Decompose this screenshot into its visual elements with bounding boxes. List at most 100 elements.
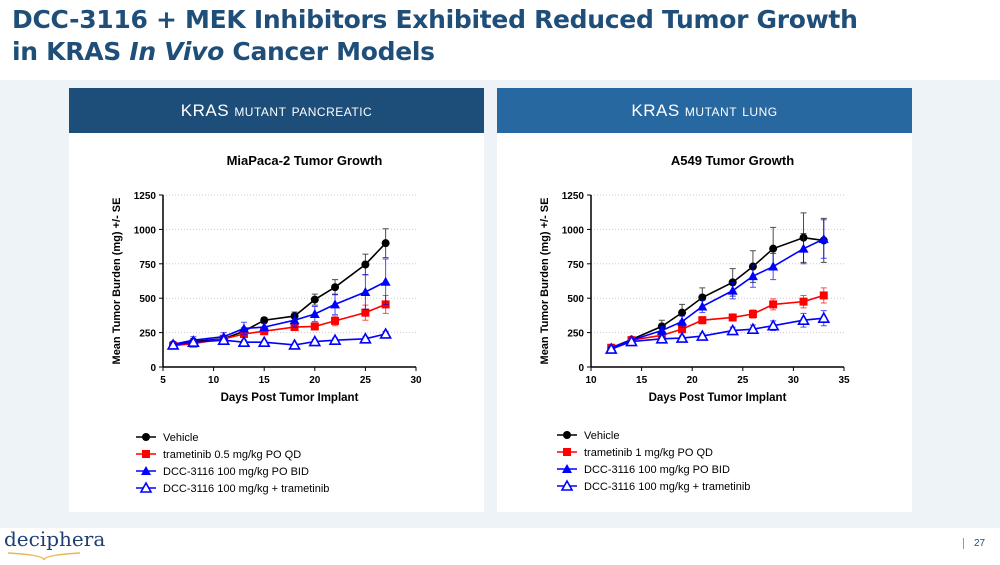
data-point (359, 332, 372, 344)
y-tick-label: 1000 (562, 225, 585, 236)
data-point (698, 293, 707, 302)
x-tick-label: 10 (208, 375, 220, 386)
data-point (819, 291, 828, 300)
title-italic: In Vivo (129, 37, 225, 66)
data-point (361, 308, 370, 317)
data-point (257, 335, 271, 348)
data-point (166, 338, 180, 350)
data-point (625, 334, 638, 347)
data-point (747, 271, 758, 281)
x-tick-label: 30 (788, 375, 800, 386)
data-point (360, 287, 371, 297)
legend-label: trametinib 0.5 mg/kg PO QD (163, 449, 301, 461)
x-tick-label: 25 (737, 375, 749, 386)
data-point (381, 239, 390, 248)
legend-label: DCC-3116 100 mg/kg + trametinib (163, 483, 329, 495)
legend-marker (562, 464, 572, 473)
x-tick-label: 25 (360, 375, 372, 386)
x-tick-label: 20 (309, 375, 321, 386)
data-point (380, 276, 391, 286)
y-tick-label: 1250 (562, 191, 585, 202)
slide-title: DCC-3116 + MEK Inhibitors Exhibited Redu… (12, 4, 858, 68)
legend-label: DCC-3116 100 mg/kg PO BID (163, 466, 309, 478)
data-point (309, 309, 320, 319)
data-point (331, 316, 340, 325)
title-text: Cancer Models (224, 37, 435, 66)
series-line (172, 280, 387, 346)
series-line (173, 242, 387, 346)
data-point (655, 332, 669, 344)
deciphera-logo: deciphera (4, 527, 105, 561)
x-tick-label: 20 (687, 375, 699, 386)
data-point (331, 283, 340, 292)
data-point (817, 311, 831, 323)
data-point (259, 322, 270, 332)
y-axis-label: Mean Tumor Burden (mg) +/- SE (539, 198, 551, 365)
x-axis-label: Days Post Tumor Implant (649, 392, 787, 404)
legend-label: Vehicle (163, 432, 198, 444)
y-tick-label: 0 (578, 363, 584, 374)
x-tick-label: 10 (585, 375, 597, 386)
x-tick-label: 5 (160, 375, 166, 386)
data-point (678, 308, 687, 317)
data-point (768, 261, 779, 271)
data-point (697, 301, 708, 311)
series-line (173, 333, 386, 346)
data-point (310, 322, 319, 331)
data-point (727, 285, 738, 295)
chart-title: MiaPaca-2 Tumor Growth (227, 153, 383, 168)
legend-label: Vehicle (584, 430, 619, 442)
data-point (330, 299, 341, 309)
data-point (766, 319, 780, 331)
legend-label: DCC-3116 100 mg/kg PO BID (584, 464, 730, 476)
x-tick-label: 35 (838, 375, 850, 386)
y-tick-label: 500 (567, 294, 584, 305)
x-axis-label: Days Post Tumor Implant (221, 392, 359, 404)
y-tick-label: 250 (567, 329, 584, 340)
legend-marker (141, 466, 151, 475)
data-point (260, 327, 269, 336)
data-point (217, 333, 231, 345)
panel-lung: KRAS mutant lung A549 Tumor Growth 0 250 50… (497, 88, 912, 512)
data-point (797, 313, 810, 326)
data-point (746, 322, 760, 334)
chart-miapaca: MiaPaca-2 Tumor Growth 0 250 500 750 1000 1250… (111, 153, 422, 495)
data-point (798, 243, 809, 253)
y-tick-label: 1250 (134, 191, 157, 202)
data-point (748, 310, 757, 319)
data-point (310, 295, 319, 304)
data-point (799, 297, 808, 306)
legend-marker (563, 448, 571, 456)
legend-label: DCC-3116 100 mg/kg + trametinib (584, 481, 750, 493)
y-tick-label: 750 (567, 260, 584, 271)
data-point (818, 234, 829, 244)
y-tick-label: 0 (150, 363, 156, 374)
data-point (698, 316, 707, 325)
series-line (610, 317, 824, 350)
chart-title: A549 Tumor Growth (671, 153, 794, 168)
data-point (604, 342, 618, 354)
y-tick-label: 250 (139, 329, 156, 340)
legend-marker (142, 450, 150, 458)
data-point (675, 331, 689, 343)
legend-marker (560, 479, 574, 491)
data-point (237, 335, 251, 348)
chart-a549: A549 Tumor Growth 0 250 500 750 1000 1250 10 15 2… (539, 153, 850, 493)
x-tick-label: 15 (259, 375, 271, 386)
data-point (361, 260, 370, 269)
series-line (610, 294, 824, 349)
title-text: in KRAS (12, 37, 130, 66)
title-line-1: DCC-3116 + MEK Inhibitors Exhibited Redu… (12, 5, 858, 34)
page-number: 27 (963, 538, 985, 549)
data-point (308, 334, 322, 347)
data-point (238, 323, 249, 333)
data-point (678, 325, 687, 334)
data-point (677, 316, 688, 326)
data-point (769, 300, 778, 309)
panel-header: KRAS mutant lung (497, 88, 912, 133)
data-point (379, 327, 392, 339)
legend-marker (142, 433, 150, 441)
y-axis-label: Mean Tumor Burden (mg) +/- SE (111, 198, 123, 365)
data-point (695, 329, 709, 341)
data-point (289, 315, 300, 325)
